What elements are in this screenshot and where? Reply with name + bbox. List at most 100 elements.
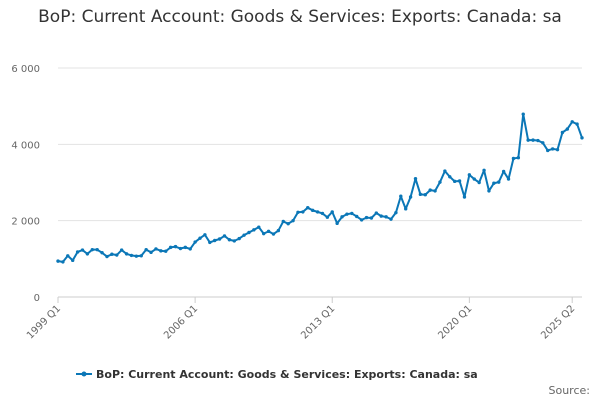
data-point — [433, 189, 437, 193]
data-point — [56, 259, 60, 263]
data-point — [418, 192, 423, 197]
data-point — [129, 253, 134, 258]
data-point — [144, 247, 148, 252]
data-point — [335, 221, 339, 226]
data-point — [355, 214, 359, 219]
data-point — [252, 228, 256, 232]
data-point — [457, 179, 462, 183]
data-point — [222, 234, 227, 238]
data-point — [345, 212, 349, 216]
data-point — [105, 254, 109, 259]
data-point — [213, 238, 217, 243]
source-label: Source: — [549, 384, 591, 397]
data-point — [242, 233, 246, 237]
data-point — [423, 193, 427, 197]
data-point — [492, 181, 496, 185]
data-point — [178, 246, 183, 251]
data-point — [379, 214, 383, 218]
data-point — [330, 210, 334, 214]
data-point — [115, 253, 119, 257]
legend-point-marker — [81, 371, 87, 377]
data-point — [560, 130, 565, 135]
data-point — [124, 252, 129, 256]
data-point — [281, 219, 285, 224]
data-point — [575, 122, 579, 126]
data-point — [183, 245, 188, 250]
legend-label[interactable]: BoP: Current Account: Goods & Services: … — [96, 368, 478, 381]
data-point — [149, 250, 153, 255]
data-point — [516, 155, 521, 160]
data-point — [261, 231, 266, 236]
data-point — [208, 240, 212, 245]
data-point — [286, 222, 290, 226]
data-point — [501, 169, 506, 174]
data-point — [359, 218, 364, 222]
data-point — [61, 260, 65, 264]
data-point — [203, 233, 207, 237]
data-point — [227, 238, 232, 242]
series-layer — [56, 112, 584, 264]
data-point — [168, 245, 173, 250]
x-tick-label: 2020 Q1 — [436, 303, 474, 341]
data-point — [232, 239, 236, 243]
data-point — [66, 254, 70, 258]
data-point — [452, 179, 457, 184]
data-point — [364, 215, 369, 220]
data-point — [90, 247, 94, 252]
data-point — [408, 195, 413, 199]
data-point — [369, 216, 374, 220]
data-point — [296, 210, 300, 214]
data-point — [100, 251, 104, 255]
data-point — [340, 215, 344, 219]
data-point — [487, 189, 491, 193]
y-tick-label: 4 000 — [11, 140, 40, 151]
data-point — [541, 141, 545, 145]
data-point — [85, 252, 90, 256]
data-point — [511, 156, 516, 161]
data-point — [198, 236, 202, 240]
data-point — [80, 248, 85, 252]
data-point — [482, 168, 486, 172]
y-tick-label: 2 000 — [11, 217, 40, 228]
data-point — [193, 240, 197, 244]
data-point — [374, 211, 379, 215]
data-point — [565, 127, 570, 131]
data-point — [428, 188, 432, 192]
data-point — [271, 232, 276, 236]
data-point — [134, 254, 139, 258]
data-point — [399, 194, 403, 198]
data-point — [550, 147, 555, 151]
data-point — [443, 169, 447, 173]
data-point — [521, 112, 525, 116]
data-point — [531, 138, 535, 142]
data-point — [448, 175, 452, 179]
data-point — [139, 254, 143, 258]
data-point — [110, 252, 114, 256]
data-point — [70, 258, 75, 263]
data-point — [325, 215, 330, 219]
data-point — [506, 177, 511, 181]
data-point — [555, 147, 560, 152]
data-point — [477, 180, 481, 185]
data-point — [462, 195, 467, 199]
data-point — [526, 138, 530, 142]
x-tick-label: 2013 Q1 — [299, 303, 337, 341]
series-line — [57, 113, 583, 263]
data-point — [217, 237, 222, 241]
data-point — [301, 210, 305, 214]
data-point — [389, 217, 393, 221]
chart-title: BoP: Current Account: Goods & Services: … — [38, 7, 562, 27]
data-point — [119, 248, 124, 252]
data-point — [536, 138, 540, 143]
data-point — [154, 247, 158, 251]
x-tick-label: 2025 Q2 — [539, 303, 577, 341]
data-point — [315, 210, 320, 214]
legend[interactable]: BoP: Current Account: Goods & Services: … — [76, 368, 478, 381]
data-point — [467, 173, 472, 177]
data-point — [570, 120, 574, 124]
data-point — [75, 250, 80, 254]
data-point — [159, 249, 163, 253]
x-tick-label: 2006 Q1 — [162, 303, 200, 341]
y-tick-label: 0 — [34, 293, 40, 304]
